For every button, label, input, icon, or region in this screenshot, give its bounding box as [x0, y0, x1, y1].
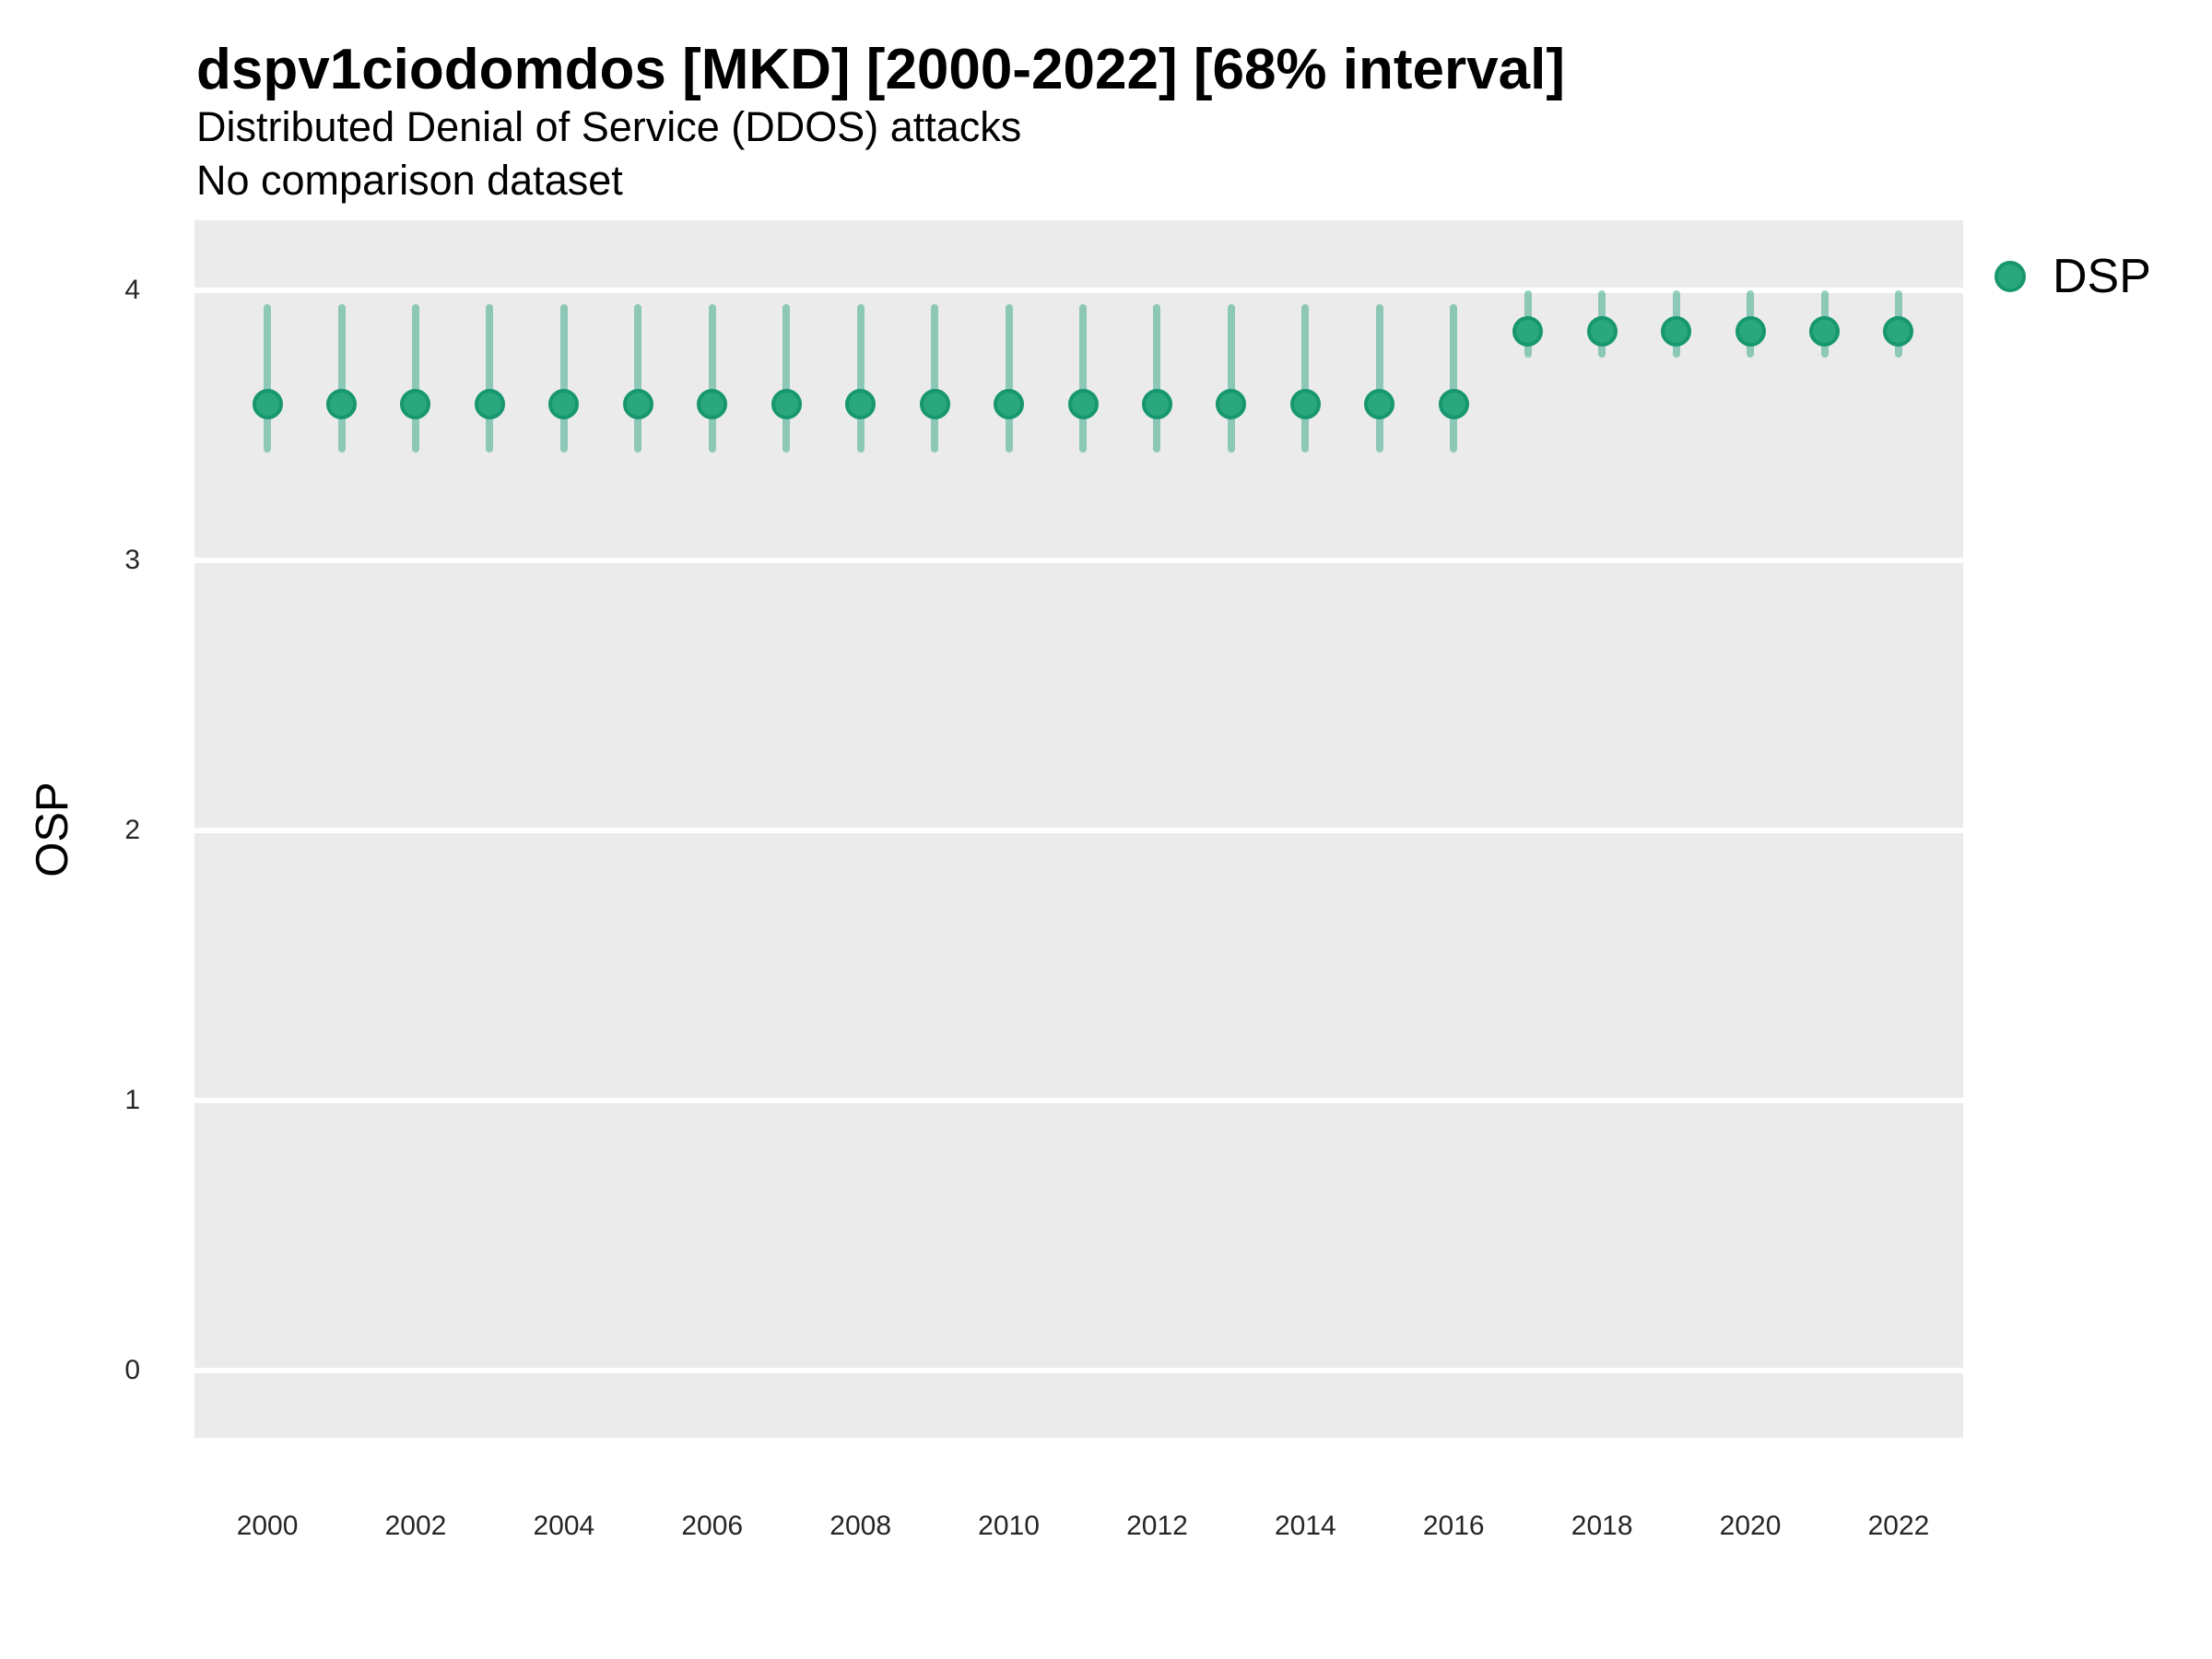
legend-point-icon [1994, 261, 2026, 292]
x-tick-label: 2014 [1274, 1511, 1336, 1541]
interval-bar-2008 [856, 303, 865, 453]
gridline-y-1 [194, 1097, 1963, 1103]
data-point-2004 [548, 388, 580, 419]
data-point-2010 [994, 388, 1025, 419]
interval-bar-2013 [1227, 303, 1235, 453]
interval-bar-2014 [1301, 303, 1310, 453]
chart-subtitle: Distributed Denial of Service (DDOS) att… [196, 103, 1022, 150]
x-tick-label: 2010 [978, 1511, 1040, 1541]
interval-bar-2004 [559, 303, 568, 453]
data-point-2008 [845, 388, 877, 419]
data-point-2020 [1735, 315, 1766, 347]
interval-bar-2000 [264, 303, 272, 453]
y-tick-label: 2 [124, 814, 140, 845]
x-tick-label: 2020 [1719, 1511, 1782, 1541]
data-point-2001 [326, 388, 357, 419]
interval-bar-2016 [1450, 303, 1458, 453]
chart-title: dspv1ciodomdos [MKD] [2000-2022] [68% in… [196, 38, 1565, 101]
interval-bar-2009 [931, 303, 939, 453]
x-tick-label: 2018 [1571, 1511, 1633, 1541]
gridline-y-3 [194, 558, 1963, 564]
data-point-2017 [1512, 315, 1544, 347]
data-point-2006 [697, 388, 728, 419]
data-point-2022 [1883, 315, 1914, 347]
data-point-2002 [400, 388, 431, 419]
x-tick-label: 2000 [236, 1511, 299, 1541]
interval-bar-2006 [708, 303, 716, 453]
y-tick-label: 0 [124, 1354, 140, 1385]
y-tick-label: 1 [124, 1084, 140, 1115]
x-tick-label: 2012 [1126, 1511, 1188, 1541]
x-tick-label: 2022 [1867, 1511, 1930, 1541]
data-point-2018 [1586, 315, 1618, 347]
interval-bar-2002 [411, 303, 419, 453]
data-point-2021 [1809, 315, 1840, 347]
interval-bar-2005 [634, 303, 642, 453]
interval-bar-2007 [782, 303, 791, 453]
data-point-2000 [252, 388, 283, 419]
data-point-2005 [622, 388, 653, 419]
interval-bar-2015 [1375, 303, 1383, 453]
x-tick-label: 2002 [384, 1511, 447, 1541]
data-point-2019 [1661, 315, 1692, 347]
y-tick-label: 3 [124, 545, 140, 576]
data-point-2011 [1067, 388, 1099, 419]
interval-bar-2003 [486, 303, 494, 453]
data-point-2009 [919, 388, 950, 419]
data-point-2003 [474, 388, 505, 419]
legend: DSP [1988, 249, 2209, 304]
chart-comparison-note: No comparison dataset [196, 157, 623, 204]
legend-label: DSP [2053, 250, 2151, 303]
interval-bar-2011 [1079, 303, 1087, 453]
y-tick-label: 4 [124, 275, 140, 306]
x-tick-label: 2008 [830, 1511, 892, 1541]
plot-panel [194, 220, 1963, 1438]
data-point-2012 [1141, 388, 1172, 419]
interval-bar-2010 [1005, 303, 1013, 453]
data-point-2013 [1216, 388, 1247, 419]
x-tick-label: 2006 [681, 1511, 744, 1541]
gridline-y-4 [194, 288, 1963, 294]
x-tick-label: 2016 [1422, 1511, 1485, 1541]
data-point-2014 [1289, 388, 1321, 419]
gridline-y-2 [194, 827, 1963, 833]
interval-bar-2001 [337, 303, 346, 453]
x-tick-label: 2004 [533, 1511, 595, 1541]
data-point-2007 [771, 388, 802, 419]
data-point-2016 [1438, 388, 1469, 419]
interval-bar-2012 [1153, 303, 1161, 453]
gridline-y-0 [194, 1367, 1963, 1373]
data-point-2015 [1364, 388, 1395, 419]
